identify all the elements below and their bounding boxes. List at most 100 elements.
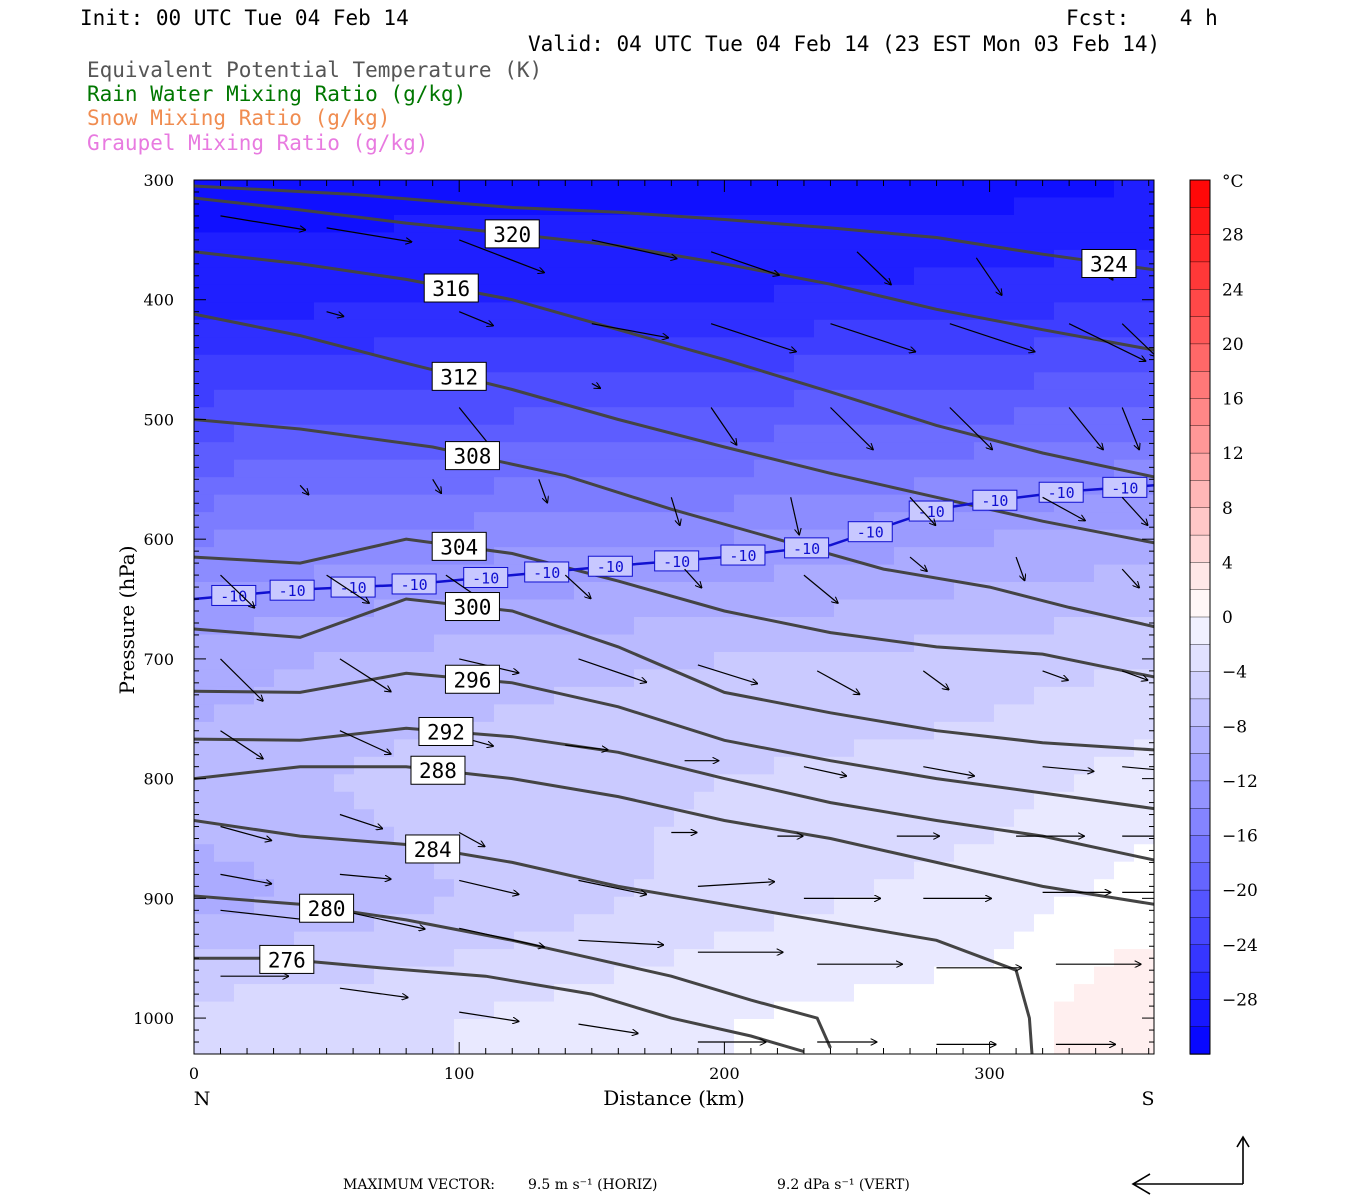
temperature-cell xyxy=(254,389,275,408)
temperature-cell xyxy=(554,494,575,513)
colorbar-swatch xyxy=(1189,616,1211,645)
temperature-cell xyxy=(634,739,655,758)
colorbar-unit: °C xyxy=(1222,172,1244,192)
temperature-cell xyxy=(1014,791,1035,810)
temperature-cell xyxy=(1034,372,1055,391)
colorbar-swatch xyxy=(1189,944,1211,973)
temperature-cell xyxy=(934,459,955,478)
temperature-cell xyxy=(614,686,635,705)
temperature-cell xyxy=(334,459,355,478)
temperature-cell xyxy=(534,354,555,373)
temperature-cell xyxy=(674,774,695,793)
north-label: N xyxy=(194,1088,211,1110)
temperature-cell xyxy=(314,652,335,671)
temperature-cell xyxy=(714,337,735,356)
temperature-cell xyxy=(194,652,215,671)
temperature-cell xyxy=(694,914,715,933)
isotherm-label: -10 xyxy=(533,564,560,582)
temperature-cell xyxy=(774,582,795,601)
temperature-cell xyxy=(954,389,975,408)
temperature-cell xyxy=(774,512,795,531)
temperature-cell xyxy=(1094,686,1115,705)
temperature-cell xyxy=(314,704,335,723)
temperature-cell xyxy=(814,337,835,356)
temperature-cell xyxy=(1054,337,1075,356)
temperature-cell xyxy=(674,372,695,391)
temperature-cell xyxy=(454,791,475,810)
temperature-cell xyxy=(574,302,595,321)
temperature-cell xyxy=(814,494,835,513)
temperature-cell xyxy=(594,931,615,950)
temperature-cell xyxy=(594,459,615,478)
theta-e-label-box xyxy=(1081,248,1137,278)
temperature-cell xyxy=(714,966,735,985)
temperature-cell xyxy=(974,529,995,548)
temperature-cell xyxy=(814,424,835,443)
temperature-cell xyxy=(814,931,835,950)
temperature-cell xyxy=(874,652,895,671)
isotherm-label-box xyxy=(463,566,509,588)
temperature-cell xyxy=(794,721,815,740)
temperature-cell xyxy=(934,337,955,356)
temperature-cell xyxy=(1014,914,1035,933)
temperature-cell xyxy=(214,984,235,1003)
temperature-cell xyxy=(194,984,215,1003)
temperature-cell xyxy=(534,704,555,723)
temperature-cell xyxy=(574,512,595,531)
temperature-cell xyxy=(954,931,975,950)
temperature-cell xyxy=(454,861,475,880)
init-time: Init: 00 UTC Tue 04 Feb 14 xyxy=(80,6,409,30)
wind-vector xyxy=(909,496,936,525)
temperature-cell xyxy=(194,914,215,933)
temperature-cell xyxy=(1134,302,1154,321)
temperature-cell xyxy=(934,669,955,688)
temperature-cell xyxy=(474,791,495,810)
temperature-cell xyxy=(914,372,935,391)
temperature-cell xyxy=(994,721,1015,740)
temperature-cell xyxy=(634,267,655,286)
temperature-cell xyxy=(834,407,855,426)
temperature-cell xyxy=(914,949,935,968)
colorbar-swatch xyxy=(1189,889,1211,919)
temperature-cell xyxy=(854,407,875,426)
temperature-cell xyxy=(1054,634,1075,653)
temperature-cell xyxy=(1134,319,1154,338)
temperature-cell xyxy=(494,302,515,321)
temperature-cell xyxy=(1074,302,1095,321)
temperature-cell xyxy=(254,704,275,723)
temperature-cell xyxy=(834,1001,855,1020)
theta-e-label-box xyxy=(405,834,461,864)
temperature-cell xyxy=(254,284,275,303)
max-vector-label: MAXIMUM VECTOR: xyxy=(343,1177,495,1193)
temperature-cell xyxy=(794,861,815,880)
temperature-cell xyxy=(714,582,735,601)
temperature-cell xyxy=(674,931,695,950)
temperature-cell xyxy=(234,494,255,513)
temperature-cell xyxy=(194,739,215,758)
temperature-cell xyxy=(314,1001,335,1020)
temperature-cell xyxy=(954,914,975,933)
temperature-cell xyxy=(354,249,375,268)
temperature-cell xyxy=(374,389,395,408)
colorbar-swatch xyxy=(1189,726,1211,755)
temperature-cell xyxy=(394,442,415,461)
temperature-cell xyxy=(734,634,755,653)
theta-e-label: 284 xyxy=(414,838,452,862)
temperature-cell xyxy=(514,617,535,636)
temperature-cell xyxy=(1054,407,1075,426)
temperature-cell xyxy=(994,704,1015,723)
temperature-cell xyxy=(834,739,855,758)
temperature-cell xyxy=(254,354,275,373)
temperature-cell xyxy=(974,1001,995,1020)
temperature-cell xyxy=(914,389,935,408)
temperature-cell xyxy=(214,424,235,443)
colorbar-swatch xyxy=(1189,261,1211,290)
temperature-cell xyxy=(514,896,535,915)
temperature-cell xyxy=(974,756,995,775)
temperature-cell xyxy=(954,826,975,845)
temperature-cell xyxy=(914,180,935,199)
temperature-cell xyxy=(274,389,295,408)
temperature-cell xyxy=(1054,721,1075,740)
temperature-cell xyxy=(1054,547,1075,566)
temperature-cell xyxy=(374,232,395,251)
